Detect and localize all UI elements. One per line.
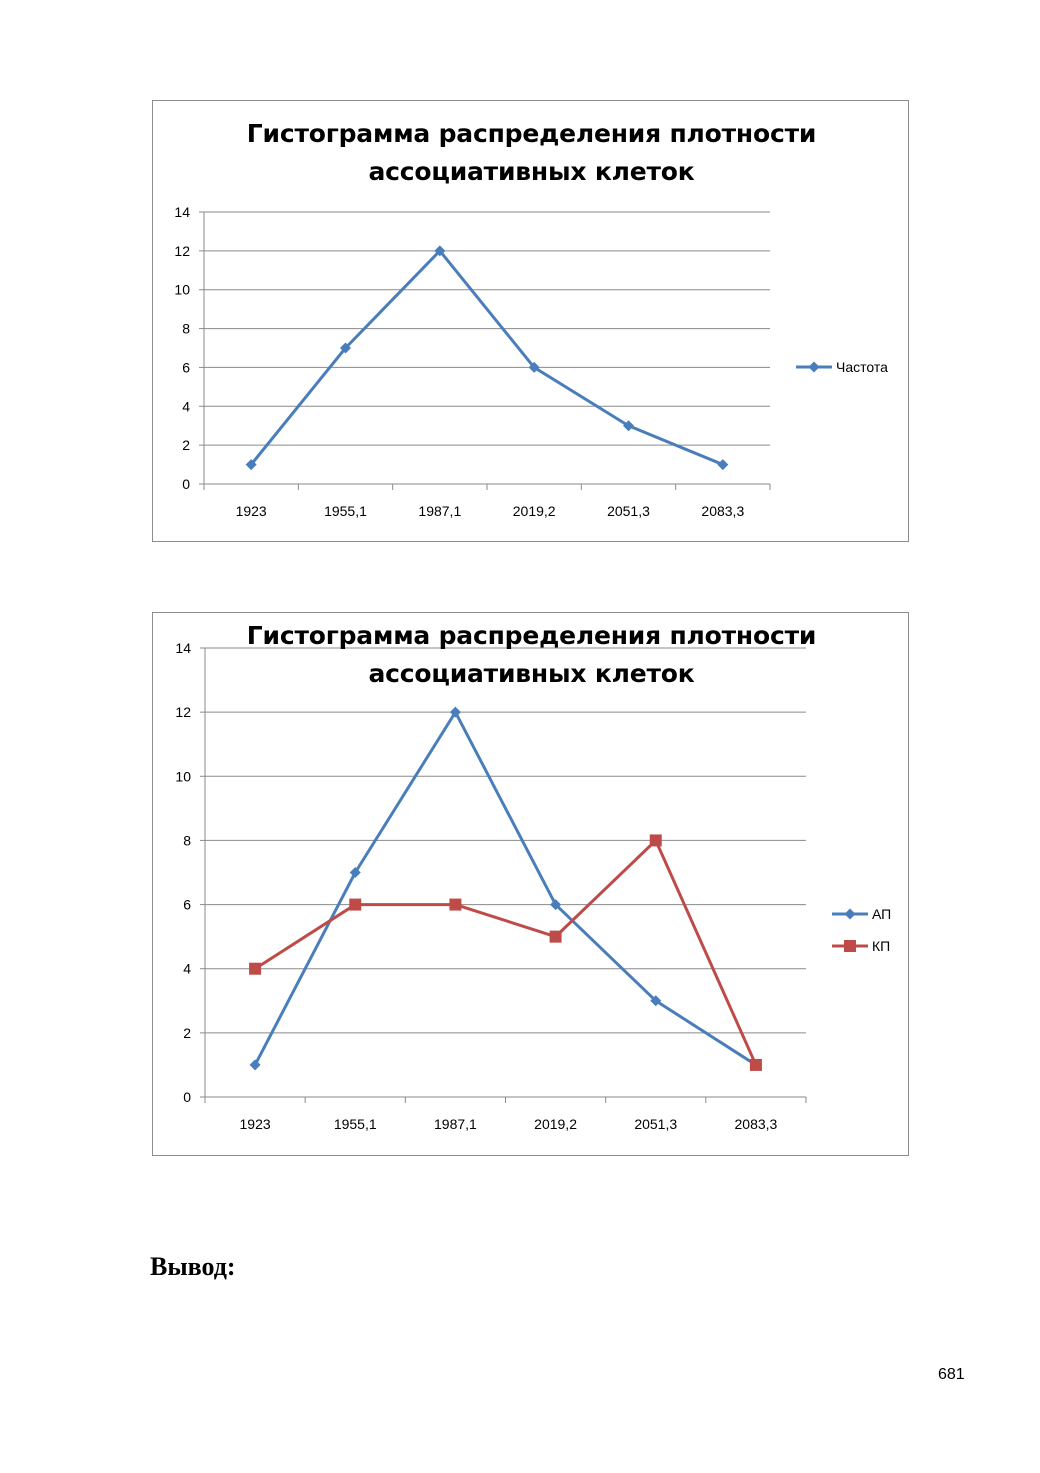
legend-label: АП [872, 906, 891, 922]
data-point [623, 420, 634, 432]
x-tick-label: 1955,1 [324, 503, 367, 519]
x-tick-label: 2019,2 [513, 503, 556, 519]
legend-label: КП [872, 938, 890, 954]
x-tick-label: 2019,2 [534, 1116, 577, 1132]
data-point [449, 898, 462, 911]
chart-density-comparison: 0 2 4 6 8 10 12 14 1923 1955,1 1987,1 2019,2 2051,3 2… [152, 612, 909, 1156]
x-tick-label: 2051,3 [634, 1116, 677, 1132]
x-tick-label: 2051,3 [607, 503, 650, 519]
data-point [349, 898, 362, 911]
data-point [650, 995, 662, 1007]
chart-title: Гистограмма распределения плотности ассо… [246, 621, 817, 688]
data-point [349, 867, 361, 878]
data-point [717, 459, 729, 471]
data-point [249, 1059, 261, 1071]
data-point [249, 962, 262, 975]
y-tick-label: 12 [174, 243, 190, 259]
data-point [245, 459, 257, 471]
data-point [434, 245, 446, 257]
chart-2-plot: 0 2 4 6 8 10 12 14 1923 1955,1 1987,1 2019,2 2051,3 2… [175, 640, 891, 1132]
series-line [254, 838, 758, 1066]
x-tick-label: 2083,3 [735, 1116, 778, 1132]
conclusion-heading: Вывод: [150, 1252, 236, 1281]
x-tick-label: 1923 [240, 1116, 271, 1132]
y-tick-label: 4 [182, 398, 190, 414]
chart-1-plot: 0 2 4 6 8 10 12 14 1923 1955,1 1987,1 2019,2 2051,3 2… [174, 204, 888, 519]
y-tick-label: 10 [174, 282, 190, 298]
y-tick-label: 6 [183, 897, 191, 913]
series-line [250, 249, 724, 466]
legend-marker [808, 361, 820, 373]
x-tick-label: 1987,1 [434, 1116, 477, 1132]
y-tick-label: 10 [175, 768, 191, 784]
y-tick-label: 0 [183, 1089, 191, 1105]
data-point [340, 342, 351, 354]
legend-marker [844, 908, 856, 920]
y-tick-label: 4 [183, 961, 191, 977]
y-tick-label: 2 [182, 437, 190, 453]
x-tick-label: 1955,1 [334, 1116, 377, 1132]
y-tick-label: 6 [182, 359, 190, 375]
data-point [449, 706, 461, 718]
data-point [749, 1058, 762, 1071]
legend-label: Частота [836, 359, 888, 375]
legend-marker [844, 940, 856, 952]
page-number: 681 [938, 1366, 965, 1383]
y-tick-label: 8 [182, 321, 190, 337]
y-tick-label: 2 [183, 1025, 191, 1041]
x-tick-label: 2083,3 [701, 503, 744, 519]
chart-title: Гистограмма распределения плотности ассо… [246, 119, 817, 186]
y-tick-label: 12 [175, 704, 191, 720]
data-point [528, 361, 540, 373]
series-line [253, 710, 757, 1067]
data-point [549, 930, 562, 943]
y-tick-label: 14 [175, 640, 191, 656]
x-tick-label: 1987,1 [418, 503, 461, 519]
y-tick-label: 0 [182, 476, 190, 492]
chart-density-frequency: 0 2 4 6 8 10 12 14 1923 1955,1 1987,1 2019,2 2051,3 2… [152, 100, 909, 542]
x-tick-label: 1923 [236, 503, 267, 519]
y-tick-label: 8 [183, 832, 191, 848]
data-point [649, 834, 662, 847]
y-tick-label: 14 [174, 204, 190, 220]
data-point [550, 899, 562, 911]
